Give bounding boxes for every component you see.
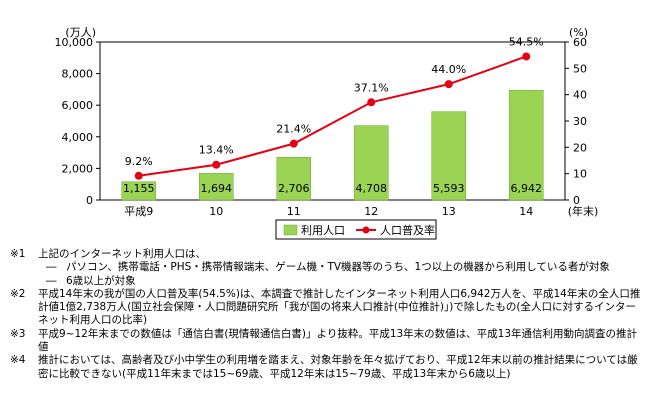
note-1: ※1 上記のインターネット利用人口は、 ― パソコン、携帯電話・PHS・携帯情報…: [6, 248, 641, 288]
legend-label-rate: 人口普及率: [380, 223, 435, 237]
line-point: [367, 98, 376, 107]
note-1-item-1-text: パソコン、携帯電話・PHS・携帯情報端末、ゲーム機・TV機器等のうち、1つ以上の…: [66, 261, 610, 274]
note-3-text: 平成9~12年末までの数値は「通信白書(現情報通信白書)」より抜粋。平成13年末…: [38, 327, 638, 354]
x-axis-tick-label: 11: [287, 205, 301, 218]
note-2-mark: ※2: [10, 287, 26, 300]
bar: [276, 156, 311, 201]
line-value-label: 37.1%: [354, 81, 389, 94]
right-axis-tick-label: 50: [573, 62, 587, 75]
line-value-label: 21.4%: [276, 123, 311, 136]
line-point: [522, 52, 531, 61]
left-axis-tick-label: 10,000: [55, 36, 94, 49]
right-axis-tick-label: 60: [573, 36, 587, 49]
line-point: [212, 160, 221, 169]
x-axis-tick-label: 14: [519, 205, 533, 218]
note-4-text: 推計においては、高齢者及び小中学生の利用増を踏まえ、対象年齢を年々拡げており、平…: [38, 354, 638, 380]
note-3: ※3 平成9~12年末までの数値は「通信白書(現情報通信白書)」より抜粋。平成1…: [6, 328, 641, 355]
line-value-label: 54.5%: [509, 35, 544, 48]
right-axis-tick-label: 10: [573, 168, 587, 181]
internet-users-chart: 0 2,000 4,000 6,000 8,000 10,000(万人) 0 10 20 30 40…: [55, 26, 599, 240]
legend-label-users: 利用人口: [301, 224, 345, 237]
left-axis-unit: (万人): [65, 26, 96, 39]
x-axis-tick-label: 10: [209, 205, 223, 218]
note-4-mark: ※4: [10, 354, 26, 367]
legend-line-dot: [362, 226, 370, 234]
x-axis-tick-label: 12: [364, 205, 378, 218]
bar-value-label: 1,694: [201, 182, 233, 195]
bar-value-label: 2,706: [278, 182, 310, 195]
right-axis-tick-label: 40: [573, 89, 587, 102]
left-axis-tick-label: 2,000: [62, 162, 94, 175]
footnotes: ※1 上記のインターネット利用人口は、 ― パソコン、携帯電話・PHS・携帯情報…: [6, 248, 641, 381]
x-axis-tick-label: 平成9: [124, 205, 153, 218]
right-axis-tick-label: 30: [573, 115, 587, 128]
note-1-text: 上記のインターネット利用人口は、: [38, 248, 206, 260]
bar: [121, 181, 156, 201]
note-2-text: 平成14年末の我が国の人口普及率(54.5%)は、本調査で推計したインターネット…: [38, 287, 641, 327]
bar: [199, 172, 234, 201]
note-1-item-2-dash: ―: [46, 274, 57, 287]
line-value-label: 13.4%: [199, 144, 234, 157]
bar-value-label: 4,708: [356, 182, 388, 195]
x-axis-tick-label: 13: [442, 205, 456, 218]
legend-bar-swatch: [283, 224, 298, 236]
note-1-item-1-dash: ―: [46, 261, 57, 274]
left-axis-tick-label: 4,000: [62, 131, 94, 144]
line-point: [289, 139, 298, 148]
right-axis-unit: (%): [569, 26, 588, 39]
line-point: [444, 80, 453, 89]
left-axis-tick-label: 8,000: [62, 68, 94, 81]
note-1-item-1: ― パソコン、携帯電話・PHS・携帯情報端末、ゲーム機・TV機器等のうち、1つ以…: [38, 261, 641, 274]
plot-frame: [99, 41, 566, 201]
note-4: ※4 推計においては、高齢者及び小中学生の利用増を踏まえ、対象年齢を年々拡げてお…: [6, 354, 641, 381]
note-1-mark: ※1: [10, 248, 26, 260]
penetration-rate-line: [138, 55, 527, 177]
bar: [431, 111, 466, 201]
note-2: ※2 平成14年末の我が国の人口普及率(54.5%)は、本調査で推計したインター…: [6, 288, 641, 328]
line-value-label: 9.2%: [125, 155, 153, 168]
right-axis-tick-label: 20: [573, 141, 587, 154]
line-value-label: 44.0%: [431, 63, 466, 76]
bar-value-label: 6,942: [511, 182, 543, 195]
bar-value-label: 5,593: [433, 182, 465, 195]
note-3-mark: ※3: [10, 327, 26, 340]
x-axis-unit: (年末): [568, 204, 599, 218]
left-axis-tick-label: 6,000: [62, 99, 94, 112]
line-point: [134, 171, 143, 180]
bar-value-label: 1,155: [123, 182, 155, 195]
bar: [509, 90, 544, 201]
note-1-item-2: ― 6歳以上が対象: [38, 275, 641, 288]
left-axis-tick-label: 0: [86, 194, 93, 207]
note-1-item-2-text: 6歳以上が対象: [66, 274, 136, 287]
right-axis-tick-label: 0: [573, 194, 580, 207]
bar: [354, 125, 389, 201]
